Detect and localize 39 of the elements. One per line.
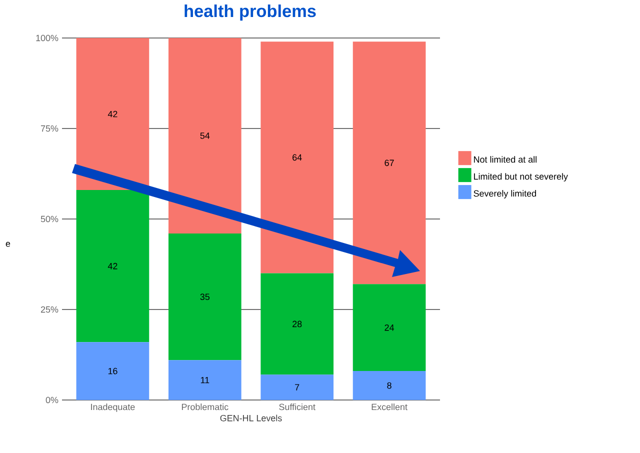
data-label: 11 [200, 377, 210, 384]
chart-title: health problems [184, 4, 316, 21]
data-label: 35 [200, 294, 210, 300]
data-label: 42 [108, 110, 118, 118]
data-label: 64 [292, 154, 302, 161]
data-label: 42 [108, 262, 118, 270]
data-label: 67 [384, 160, 394, 166]
bar [76, 38, 150, 190]
y-tick-label: 75% [40, 125, 58, 132]
bar [168, 233, 242, 360]
y-tick-label: 50% [40, 216, 58, 222]
bar [168, 38, 242, 234]
x-tick-label: Inadequate [91, 404, 135, 412]
legend-label: Not limited at all [474, 156, 536, 163]
data-label: 16 [108, 368, 118, 374]
bar [260, 273, 334, 375]
data-label: 24 [384, 324, 394, 331]
y-axis-title: e [6, 242, 10, 247]
x-tick-label: Sufficient [279, 404, 316, 410]
data-label: 7 [295, 384, 300, 390]
data-label: 54 [200, 132, 210, 139]
y-tick-label: 25% [40, 306, 58, 313]
legend-label: Severely limited [474, 190, 536, 198]
legend-label: Limited but not severely [474, 173, 568, 182]
bar [260, 42, 334, 274]
bar [260, 374, 334, 400]
data-label: 8 [387, 382, 392, 389]
bar [352, 371, 426, 400]
x-tick-label: Problematic [182, 404, 228, 410]
bar [352, 42, 426, 284]
data-label: 28 [292, 320, 302, 328]
bar [76, 190, 150, 342]
bar [76, 342, 150, 400]
y-tick-label: 0% [46, 396, 58, 404]
bar [352, 284, 426, 372]
x-tick-label: Excellent [372, 404, 408, 410]
y-tick-label: 100% [36, 34, 58, 42]
bar [168, 360, 242, 400]
x-axis-title: GEN-HL Levels [220, 414, 282, 422]
